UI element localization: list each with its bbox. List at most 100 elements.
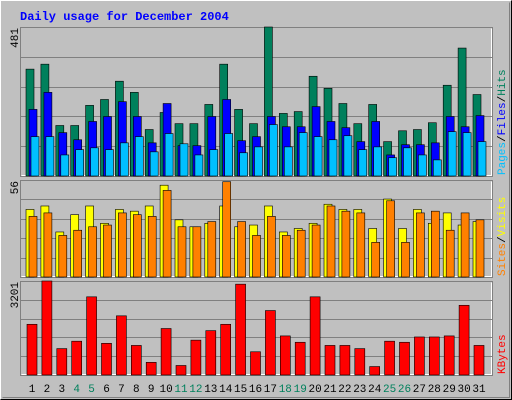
bar (324, 345, 336, 376)
bar (399, 341, 410, 376)
bar (371, 242, 381, 278)
bar (475, 219, 485, 278)
bar (386, 200, 395, 278)
x-tick-label: 26 (398, 384, 411, 396)
bar (133, 214, 142, 278)
legend-entry: Hits (497, 69, 509, 95)
bar (294, 341, 306, 376)
legend-entry: Sites (497, 243, 509, 276)
y-tick-label: 3201 (10, 282, 22, 309)
x-tick-label: 15 (234, 384, 247, 396)
bar (443, 335, 455, 376)
legend-separator: / (497, 135, 509, 142)
x-tick-label: 24 (368, 384, 382, 396)
bar (447, 131, 457, 177)
x-tick-label: 10 (159, 384, 172, 396)
x-tick-label: 20 (308, 384, 321, 396)
x-tick-label: 8 (133, 384, 140, 396)
bar (430, 210, 440, 278)
bar (86, 296, 97, 376)
bar (145, 362, 157, 376)
bar (267, 216, 276, 278)
bar (235, 283, 246, 376)
bar (224, 133, 233, 177)
bar (313, 136, 323, 177)
bar (401, 242, 410, 278)
bar (250, 351, 261, 376)
x-tick-label: 5 (88, 384, 95, 396)
bar (445, 229, 455, 278)
bar (58, 235, 68, 278)
bar (209, 149, 219, 177)
bar (88, 226, 97, 278)
bar (135, 136, 144, 177)
x-tick-label: 27 (413, 384, 426, 396)
legend-entry: Pages (497, 142, 509, 175)
bar (239, 152, 248, 177)
bar (28, 216, 38, 278)
x-tick-label: 7 (118, 384, 125, 396)
bar (41, 280, 53, 376)
bar (341, 210, 351, 278)
bar (418, 154, 427, 177)
chart-title: Daily usage for December 2004 (20, 10, 229, 24)
bar (373, 146, 383, 177)
x-tick-label: 6 (103, 384, 110, 396)
legend-entry: KBytes (497, 334, 509, 374)
bar (339, 345, 351, 376)
y-tick-label: 56 (10, 181, 22, 194)
bar (147, 216, 157, 278)
bar (384, 340, 395, 376)
x-tick-label: 18 (279, 384, 292, 396)
bar (416, 212, 425, 278)
x-tick-label: 17 (264, 384, 277, 396)
bar (281, 235, 291, 278)
bar (298, 132, 308, 177)
bar (473, 345, 485, 376)
bar (60, 154, 70, 177)
bar (343, 135, 353, 177)
bar (177, 226, 187, 278)
bar (328, 139, 338, 177)
bar (43, 212, 53, 278)
bar (175, 365, 187, 376)
legend-entry: Visits (497, 197, 509, 237)
legend-separator: / (497, 236, 509, 243)
bar (73, 229, 82, 278)
x-tick-label: 2 (44, 384, 51, 396)
bar (403, 147, 412, 177)
bar (279, 335, 291, 376)
x-tick-label: 9 (148, 384, 155, 396)
bar (105, 149, 114, 177)
bar (205, 330, 217, 376)
bar (30, 136, 40, 177)
bar (477, 141, 487, 177)
bar (190, 339, 202, 376)
bar (428, 336, 440, 376)
bar (90, 147, 99, 177)
bar (194, 154, 204, 177)
bar (356, 212, 366, 278)
x-tick-label: 3 (58, 384, 65, 396)
bar (388, 157, 397, 177)
bar (358, 149, 368, 177)
bar (192, 226, 202, 278)
bar (309, 296, 321, 376)
bar (460, 212, 470, 278)
bar (220, 323, 231, 376)
legend: Pages/Files/Hits (497, 69, 509, 175)
bar (207, 221, 217, 278)
bar (432, 159, 442, 177)
x-tick-label: 19 (294, 384, 307, 396)
x-tick-label: 12 (189, 384, 202, 396)
bar (120, 142, 129, 177)
bar (131, 345, 142, 376)
bar (296, 229, 306, 278)
bar (265, 310, 276, 376)
bar (56, 348, 68, 376)
bar (71, 340, 82, 376)
bar (252, 235, 261, 278)
x-tick-label: 14 (219, 384, 233, 396)
